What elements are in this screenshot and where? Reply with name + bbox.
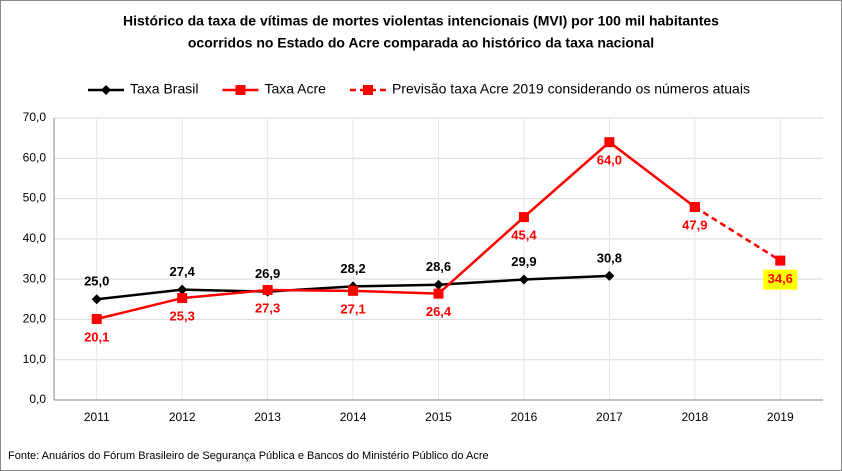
y-tick-label: 20,0 [23,312,47,326]
data-label: 27,4 [170,264,196,279]
series-line [96,140,696,321]
legend-label: Taxa Brasil [130,81,198,97]
legend-item: Previsão taxa Acre 2019 considerando os … [349,81,750,97]
marker [235,85,246,95]
data-label: 27,3 [255,300,280,315]
marker [604,137,615,148]
series-line [694,205,781,262]
data-label: 45,4 [511,228,537,243]
marker [518,212,529,223]
x-tick-label: 2019 [767,410,794,424]
y-tick-label: 30,0 [23,271,47,285]
legend-label: Taxa Acre [264,81,326,97]
x-tick-label: 2016 [511,410,538,424]
marker [91,294,102,305]
marker [433,288,444,299]
marker [348,285,359,296]
y-tick-label: 10,0 [23,352,47,366]
x-tick-label: 2017 [596,410,623,424]
marker [362,85,373,95]
x-tick-label: 2013 [254,410,281,424]
x-tick-label: 2015 [425,410,452,424]
label-highlight [763,269,798,290]
x-tick-label: 2014 [340,410,367,424]
y-tick-label: 0,0 [29,392,46,406]
data-label: 26,9 [255,266,280,281]
x-tick-label: 2012 [169,410,196,424]
marker [433,279,444,290]
data-label: 47,9 [682,217,707,232]
marker [262,285,273,296]
marker [177,284,188,295]
data-label: 20,1 [84,329,109,344]
data-label: 26,4 [426,304,452,319]
x-tick-label: 2018 [681,410,708,424]
marker [689,202,700,213]
legend-item: Taxa Acre [222,81,326,97]
marker [775,255,786,266]
data-label: 28,6 [426,259,451,274]
data-label: 25,0 [84,274,109,289]
x-tick-label: 2011 [84,410,110,424]
marker [604,270,615,281]
source-note: Fonte: Anuários do Fórum Brasileiro de S… [8,450,489,462]
marker [177,293,188,304]
data-label: 27,1 [340,301,365,316]
y-tick-label: 40,0 [23,231,47,245]
data-label: 64,0 [597,153,622,168]
data-label: 34,6 [768,271,793,286]
data-label: 29,9 [511,254,536,269]
data-label: 30,8 [597,250,622,265]
y-tick-label: 50,0 [23,191,47,205]
marker [518,274,529,285]
legend-item: Taxa Brasil [88,81,198,97]
data-label: 25,3 [170,309,195,324]
marker [91,314,102,325]
legend-label: Previsão taxa Acre 2019 considerando os … [392,81,750,97]
data-label: 28,2 [340,261,365,276]
marker [101,85,111,95]
y-tick-label: 70,0 [23,110,47,124]
chart-title: ocorridos no Estado do Acre comparada ao… [188,35,654,51]
y-tick-label: 60,0 [23,150,47,164]
chart-title: Histórico da taxa de vítimas de mortes v… [123,13,719,29]
